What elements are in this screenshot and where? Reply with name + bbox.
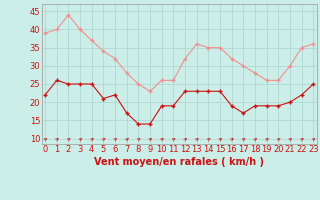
- X-axis label: Vent moyen/en rafales ( km/h ): Vent moyen/en rafales ( km/h ): [94, 157, 264, 167]
